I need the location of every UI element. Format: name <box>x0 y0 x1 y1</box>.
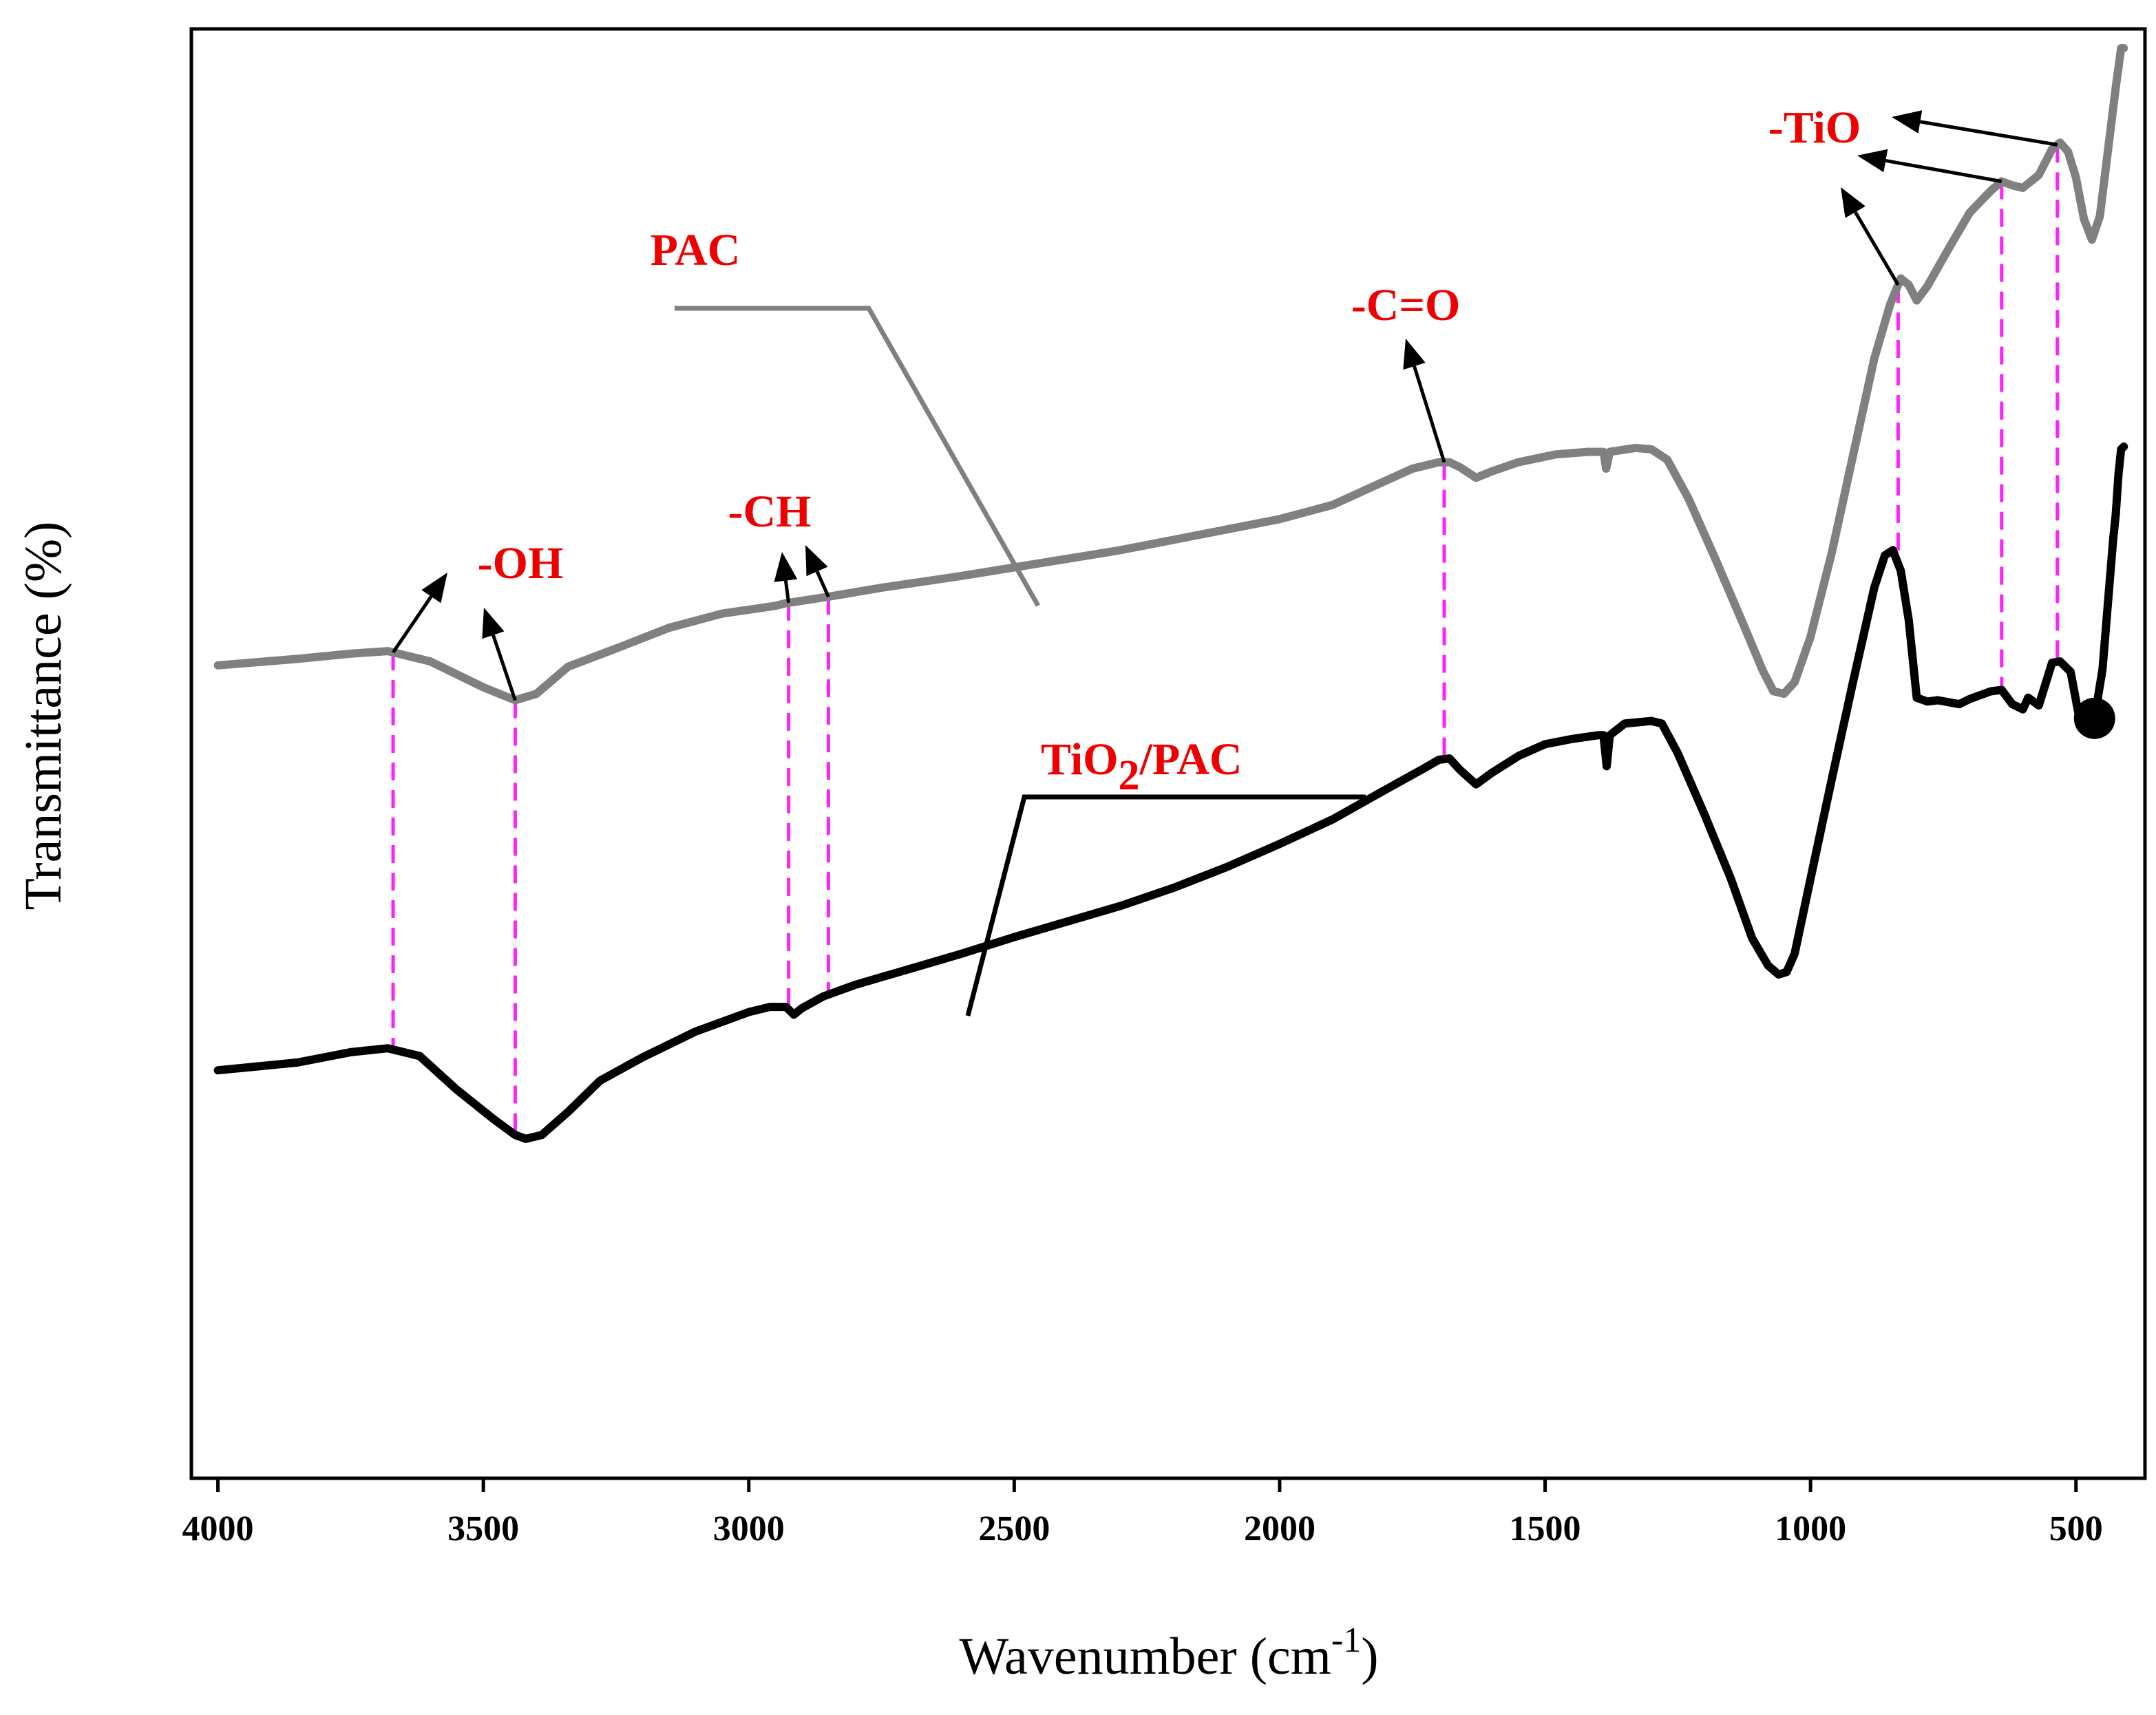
annotation-co-label: -C=O <box>1351 280 1461 330</box>
arrow-head-2925 <box>774 552 798 582</box>
arrow-head-3440 <box>482 608 505 639</box>
arrow-shaft-835 <box>1854 211 1900 286</box>
series-marker-tio2pac <box>2073 697 2115 739</box>
legend-tio2pac-sub: 2 <box>1119 752 1140 799</box>
annotation-arrows <box>391 110 2058 701</box>
series-line-pac <box>213 44 2128 705</box>
x-tick-label-2000: 2000 <box>1244 1509 1315 1548</box>
arrow-shaft-640 <box>1885 158 2002 184</box>
legend-tio2pac-main: TiO <box>1041 734 1119 785</box>
plot-frame <box>189 27 2147 1480</box>
legend-pac-label: PAC <box>651 225 741 275</box>
x-axis-ticks: 4000 3500 3000 2500 2000 1500 1000 500 <box>182 1478 2103 1548</box>
arrow-shaft-3440 <box>492 634 517 701</box>
arrow-shaft-535 <box>1920 120 2058 147</box>
legend-tio2pac-rest: /PAC <box>1139 734 1243 785</box>
arrow-head-1690 <box>1403 339 1426 370</box>
x-tick-label-3500: 3500 <box>447 1509 519 1548</box>
x-tick-label-1000: 1000 <box>1775 1509 1846 1548</box>
legend-tio2pac-label: TiO2/PAC <box>1041 734 1243 799</box>
x-axis-title: Wavenumber (cm-1) <box>959 1621 1378 1685</box>
peak-guide-lines <box>391 145 2060 1136</box>
legend-tio2pac-leader <box>965 794 1366 1016</box>
x-axis-title-end: ) <box>1361 1628 1378 1685</box>
x-tick-label-3000: 3000 <box>713 1509 785 1548</box>
series-line-tio2pac <box>213 443 2128 1143</box>
x-tick-label-1500: 1500 <box>1510 1509 1581 1548</box>
arrow-shaft-1690 <box>1413 365 1446 463</box>
series-layer <box>213 44 2128 1143</box>
legend-pac-leader <box>675 306 1041 607</box>
annotation-labels: -OH -CH -C=O -TiO <box>478 103 1861 588</box>
x-tick-label-4000: 4000 <box>182 1509 254 1548</box>
arrow-shaft-2925 <box>783 580 791 604</box>
y-axis-title: Transmittance (%) <box>14 522 72 910</box>
x-tick-label-2500: 2500 <box>978 1509 1050 1548</box>
arrow-head-640 <box>1857 149 1888 173</box>
arrow-shaft-2850 <box>815 571 830 598</box>
arrow-head-3670 <box>421 573 447 604</box>
x-axis-title-main: Wavenumber (cm <box>959 1628 1331 1685</box>
legend: PAC TiO2/PAC <box>651 225 1366 1016</box>
arrow-shaft-3670 <box>391 595 433 654</box>
x-tick-label-500: 500 <box>2049 1509 2103 1548</box>
arrow-head-835 <box>1841 187 1866 218</box>
annotation-oh-label: -OH <box>478 538 564 588</box>
legend-pac: PAC <box>651 225 1041 607</box>
legend-tio2pac: TiO2/PAC <box>965 734 1366 1016</box>
annotation-tio-label: -TiO <box>1768 103 1861 153</box>
x-axis-title-sup: -1 <box>1331 1621 1361 1660</box>
arrow-head-535 <box>1892 110 1923 134</box>
arrow-head-2850 <box>805 545 828 577</box>
annotation-ch-label: -CH <box>728 487 812 537</box>
